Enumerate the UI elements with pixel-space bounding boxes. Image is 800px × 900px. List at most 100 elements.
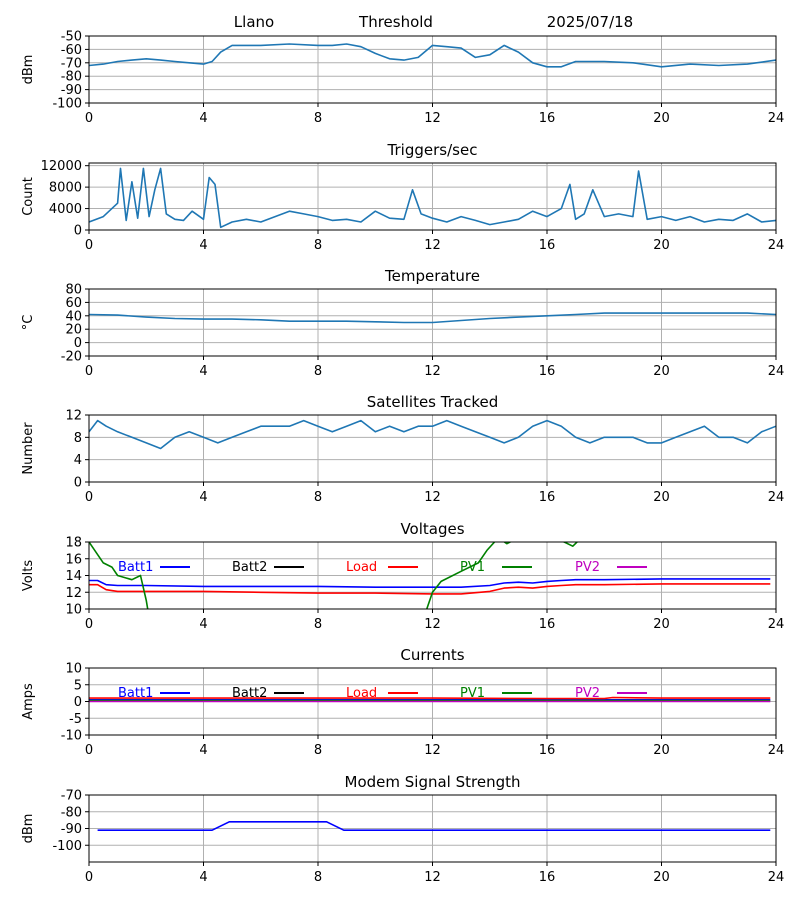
x-tick-label: 16 [539,364,556,379]
x-tick-label: 0 [85,743,93,758]
y-axis-label: Volts [21,560,36,592]
x-tick-label: 8 [314,490,322,505]
series-line-pv1 [89,542,579,609]
y-tick-label: 8 [74,431,82,446]
series-line-data [89,419,776,450]
y-axis-label: °C [21,315,36,331]
y-tick-label: 0 [74,476,82,491]
y-tick-label: 4 [74,453,82,468]
x-tick-label: 12 [424,617,441,632]
x-tick-label: 24 [768,870,785,885]
x-tick-label: 8 [314,617,322,632]
y-tick-label: 12000 [41,159,82,174]
y-tick-label: 14 [65,569,82,584]
plot-frame [88,35,777,104]
x-tick-label: 0 [85,364,93,379]
header-mode: Threshold [358,13,433,31]
x-tick-label: 8 [314,111,322,126]
y-axis-label: dBm [21,55,36,85]
y-tick-label: -20 [61,350,82,365]
legend-label: Batt2 [232,686,267,701]
x-tick-label: 20 [653,364,670,379]
y-tick-label: -70 [61,789,82,804]
chart-title: Triggers/sec [387,141,478,159]
y-tick-label: -80 [61,70,82,85]
y-axis-label: Number [21,422,36,475]
legend-label: Load [346,560,377,575]
plot-frame [88,414,777,483]
y-tick-label: -5 [69,712,82,727]
y-tick-label: -50 [61,30,82,45]
x-tick-label: 8 [314,364,322,379]
y-tick-label: 16 [65,552,82,567]
chart-title: Currents [400,646,464,664]
x-tick-label: 8 [314,238,322,253]
header-date: 2025/07/18 [547,13,633,31]
x-tick-label: 4 [199,490,207,505]
x-tick-label: 0 [85,617,93,632]
x-tick-label: 24 [768,743,785,758]
x-tick-label: 16 [539,111,556,126]
y-tick-label: 18 [65,536,82,551]
x-tick-label: 8 [314,743,322,758]
y-tick-label: -70 [61,56,82,71]
y-tick-label: -10 [61,729,82,744]
legend-label: PV1 [460,560,485,575]
series-line-data [89,312,776,324]
series-line-load [89,696,771,700]
chart-title: Satellites Tracked [367,393,498,411]
chart-title: Temperature [384,267,480,285]
y-tick-label: 0 [74,695,82,710]
legend-label: Batt1 [118,560,153,575]
chart-title: Modem Signal Strength [345,773,521,791]
header-site: Llano [234,13,274,31]
x-tick-label: 16 [539,870,556,885]
x-tick-label: 0 [85,490,93,505]
y-tick-label: 12 [65,409,82,424]
x-tick-label: 16 [539,743,556,758]
y-tick-label: -80 [61,805,82,820]
x-tick-label: 20 [653,238,670,253]
y-tick-label: -100 [52,97,82,112]
x-tick-label: 24 [768,238,785,253]
y-axis-label: Count [21,177,36,216]
y-tick-label: 80 [65,283,82,298]
x-tick-label: 12 [424,364,441,379]
y-tick-label: -60 [61,43,82,58]
y-tick-label: -100 [52,839,82,854]
series-line-batt1 [89,578,771,589]
legend-label: Batt2 [232,560,267,575]
y-axis-label: Amps [21,683,36,720]
x-tick-label: 16 [539,238,556,253]
x-tick-label: 16 [539,490,556,505]
plot-frame [88,794,777,863]
x-tick-label: 20 [653,490,670,505]
legend-label: PV2 [575,560,600,575]
x-tick-label: 4 [199,111,207,126]
x-tick-label: 8 [314,870,322,885]
x-tick-label: 12 [424,238,441,253]
chart-panel: 0 4 8 12 16 20 24 0 4000 8000 12000 Triggers/sec Cou… [21,141,784,253]
x-tick-label: 0 [85,111,93,126]
plot-frame [88,667,777,736]
plot-frame [88,162,777,231]
y-tick-label: 60 [65,296,82,311]
plot-frame [88,288,777,357]
y-tick-label: 10 [65,662,82,677]
y-tick-label: -90 [61,83,82,98]
chart-panel: 0 4 8 12 16 20 24 -50-60-70-80-90-100 dBm [21,30,784,127]
y-tick-label: 0 [74,336,82,351]
x-tick-label: 16 [539,617,556,632]
y-tick-label: 8000 [49,181,82,196]
x-tick-label: 20 [653,870,670,885]
y-tick-label: 0 [74,224,82,239]
y-axis-label: dBm [21,814,36,844]
y-tick-label: 4000 [49,202,82,217]
y-tick-label: 5 [74,678,82,693]
x-tick-label: 24 [768,617,785,632]
chart-panel: 0 4 8 12 16 20 24 0 4 8 12 Satellites Tracked Number [21,393,784,505]
x-tick-label: 4 [199,238,207,253]
series-line-data [89,43,776,68]
